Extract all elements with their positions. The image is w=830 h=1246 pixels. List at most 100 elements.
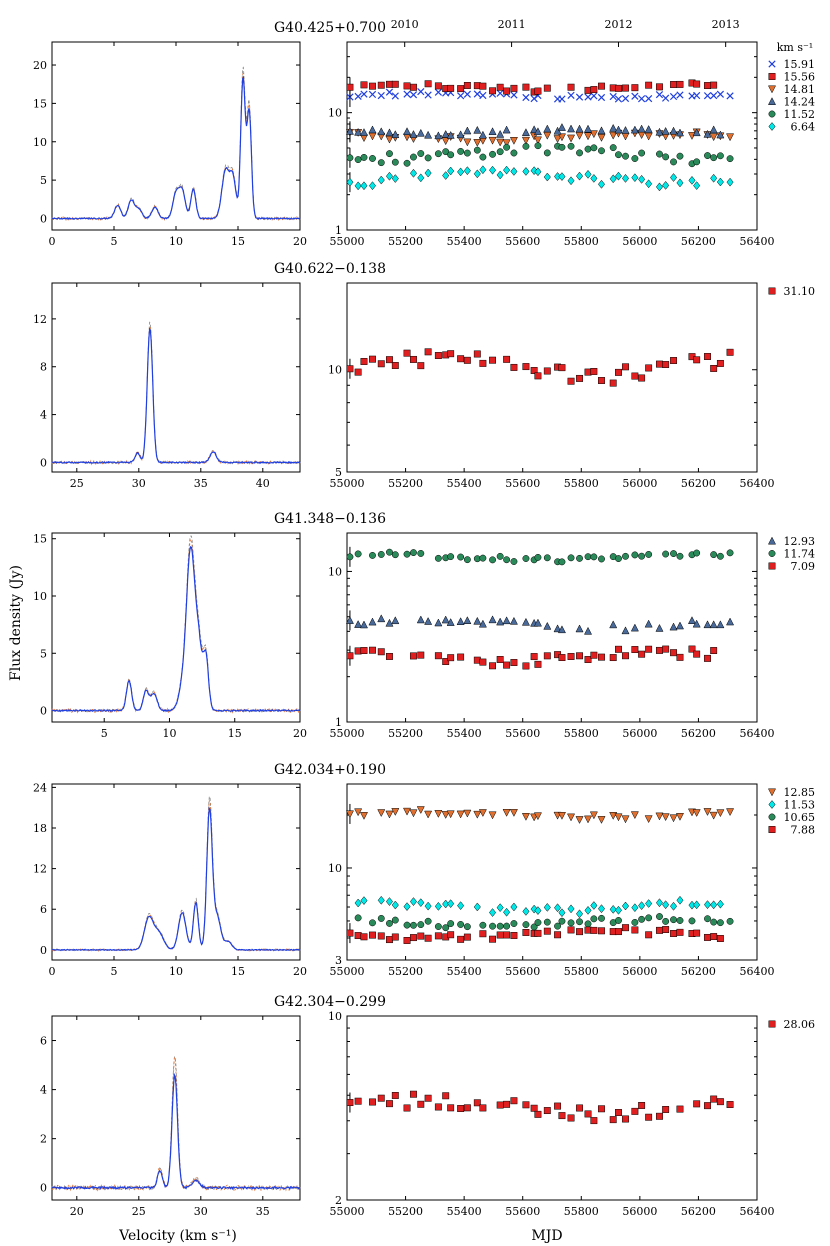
- legend-entry: 6.64: [791, 121, 816, 134]
- data-point: [386, 1100, 393, 1108]
- data-point: [447, 920, 455, 928]
- data-point: [377, 81, 385, 89]
- data-point: [521, 617, 530, 626]
- timeseries-xtick-label: 55800: [564, 1205, 599, 1218]
- data-point: [621, 626, 630, 635]
- legend-entry: 14.24: [784, 96, 816, 109]
- data-point: [456, 130, 465, 139]
- data-point: [710, 647, 718, 654]
- data-point: [644, 124, 653, 133]
- data-point: [655, 812, 664, 821]
- data-point: [410, 921, 417, 929]
- data-point: [496, 552, 504, 560]
- data-point: [693, 549, 701, 557]
- data-point: [676, 895, 684, 905]
- timeseries-ytick-label: 10: [328, 565, 342, 578]
- data-point: [346, 553, 354, 561]
- data-point: [434, 131, 443, 140]
- data-point: [693, 356, 701, 364]
- data-point: [510, 149, 518, 157]
- data-point: [567, 926, 575, 934]
- data-point: [369, 82, 376, 90]
- data-point: [457, 92, 465, 100]
- data-point: [530, 367, 538, 374]
- data-point: [675, 621, 684, 630]
- spectrum-xtick-label: 20: [293, 727, 307, 740]
- data-point: [530, 125, 539, 134]
- data-point: [703, 620, 712, 629]
- data-point: [615, 645, 622, 653]
- data-point: [558, 917, 566, 925]
- data-point: [558, 364, 566, 372]
- data-point: [676, 178, 684, 188]
- data-point: [768, 287, 776, 295]
- timeseries-points: [345, 546, 735, 670]
- data-point: [638, 901, 646, 911]
- data-point: [434, 82, 442, 90]
- data-point: [403, 159, 411, 167]
- data-point: [543, 1107, 551, 1115]
- data-point: [479, 554, 487, 562]
- timeseries-xtick-label: 55000: [330, 477, 365, 490]
- timeseries-xtick-label: 56400: [740, 1205, 775, 1218]
- data-point: [615, 928, 622, 936]
- data-point: [424, 80, 432, 88]
- data-point: [522, 1101, 530, 1109]
- spectrum-ytick-label: 18: [33, 822, 47, 835]
- data-point: [463, 90, 471, 98]
- data-point: [434, 618, 443, 627]
- timeseries-xtick-label: 55000: [330, 1205, 365, 1218]
- data-point: [543, 149, 551, 157]
- timeseries-xtick-label: 55800: [564, 965, 599, 978]
- data-point: [345, 616, 354, 624]
- data-point: [510, 1097, 518, 1105]
- spectrum-ytick-label: 4: [40, 409, 47, 422]
- spectrum-min-line: [51, 72, 301, 222]
- data-point: [703, 129, 712, 138]
- data-point: [457, 653, 465, 661]
- data-point: [409, 897, 417, 906]
- data-point: [473, 350, 481, 358]
- data-point: [584, 124, 593, 133]
- data-point: [631, 918, 639, 926]
- data-point: [543, 652, 551, 660]
- data-point: [557, 625, 566, 634]
- data-point: [386, 80, 393, 88]
- data-point: [567, 653, 575, 660]
- data-point: [575, 93, 584, 101]
- timeseries-xtick-label: 56200: [681, 477, 716, 490]
- data-point: [354, 620, 363, 628]
- data-point: [473, 146, 481, 154]
- data-point: [360, 647, 368, 654]
- data-point: [424, 348, 432, 356]
- data-point: [359, 812, 368, 820]
- data-point: [554, 922, 562, 930]
- data-point: [670, 357, 677, 364]
- spectrum-ytick-label: 2: [40, 1133, 47, 1146]
- data-point: [631, 646, 639, 653]
- data-point: [630, 125, 639, 134]
- data-point: [716, 90, 725, 98]
- data-point: [496, 89, 504, 97]
- data-point: [409, 809, 418, 818]
- data-point: [644, 132, 653, 141]
- data-point: [703, 92, 712, 100]
- spectrum-xtick-label: 10: [169, 235, 183, 248]
- data-point: [630, 623, 639, 632]
- data-point: [726, 549, 734, 557]
- data-point: [456, 617, 465, 625]
- data-point: [479, 921, 487, 929]
- data-point: [368, 617, 377, 626]
- data-point: [417, 150, 425, 157]
- spectrum-xtick-label: 30: [194, 1205, 208, 1218]
- data-point: [670, 158, 677, 166]
- legend-entry: 10.65: [784, 811, 816, 824]
- data-point: [442, 1092, 450, 1100]
- data-point: [675, 813, 684, 821]
- data-point: [496, 656, 504, 663]
- timeseries-ytick-label: 3: [335, 954, 342, 967]
- data-point: [489, 908, 497, 917]
- data-point: [503, 1100, 511, 1108]
- spectrum-frame: [51, 282, 301, 473]
